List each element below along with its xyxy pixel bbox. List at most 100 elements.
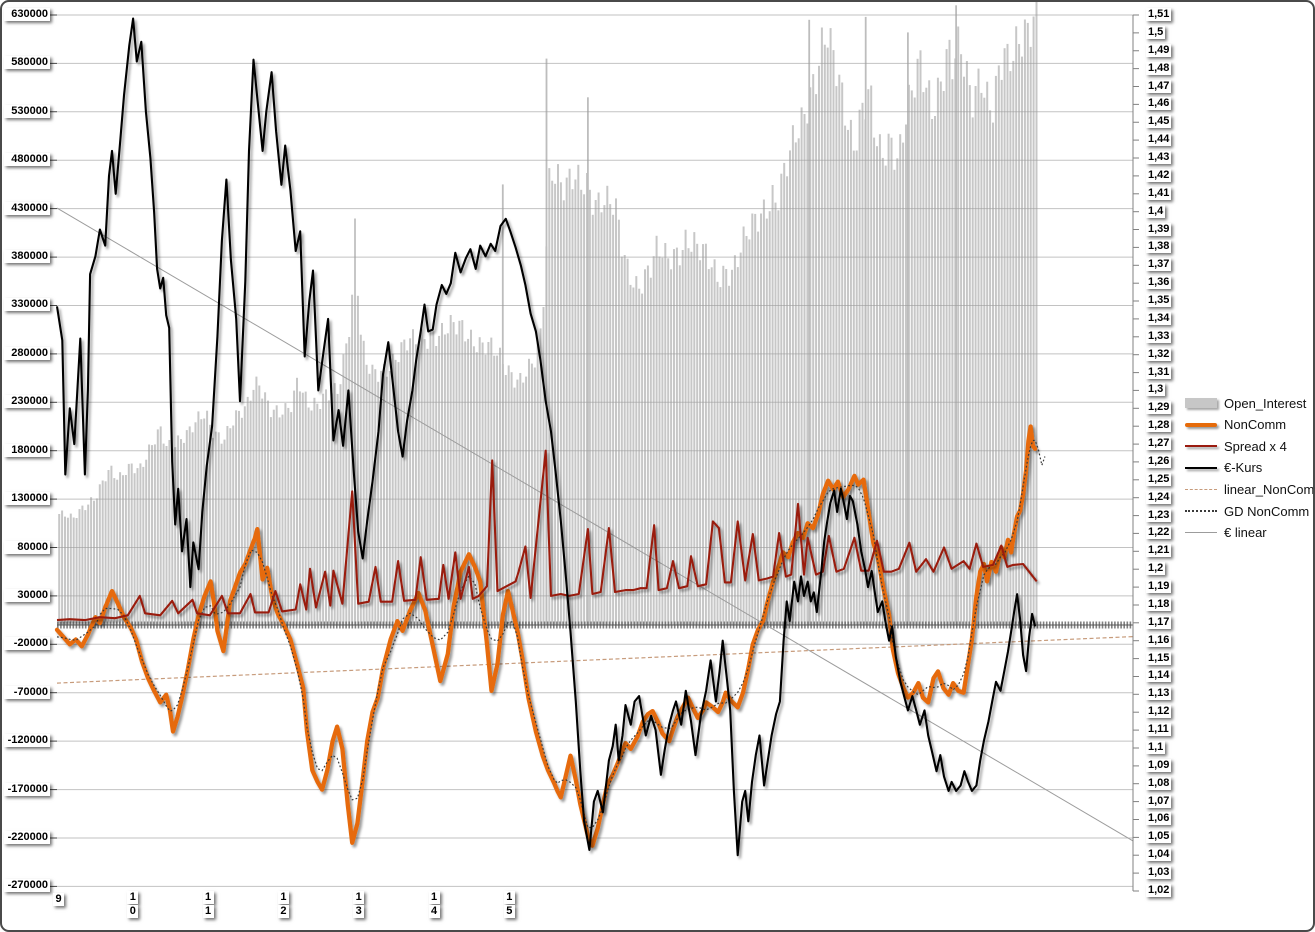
open-interest-bar — [771, 185, 774, 625]
x-axis-label: 4 — [428, 905, 440, 918]
right-axis-label: 1,48 — [1146, 61, 1172, 75]
open-interest-bar — [142, 466, 145, 625]
legend-label: NonComm — [1224, 417, 1287, 433]
open-interest-bar — [478, 337, 481, 625]
open-interest-bar — [281, 414, 284, 625]
open-interest-bar — [516, 379, 519, 625]
open-interest-bar — [64, 516, 66, 625]
right-axis-label: 1,49 — [1146, 43, 1172, 57]
open-interest-bar — [1000, 79, 1003, 625]
open-interest-bar — [327, 400, 330, 625]
open-interest-bar — [673, 249, 675, 625]
open-interest-bar — [359, 334, 362, 625]
open-interest-bar — [855, 150, 858, 625]
open-interest-bar — [188, 426, 191, 625]
open-interest-bar — [432, 330, 435, 625]
open-interest-bar — [591, 214, 594, 625]
open-interest-bar — [209, 424, 211, 625]
eur-kurs-line — [55, 17, 1037, 857]
x-axis-label: 1 — [277, 891, 289, 904]
open-interest-bar — [728, 285, 731, 625]
open-interest-bar — [971, 117, 974, 625]
right-axis-label: 1,22 — [1146, 526, 1172, 540]
open-interest-bar — [252, 389, 255, 625]
legend-swatch — [1185, 444, 1217, 448]
open-interest-bar — [974, 86, 977, 625]
open-interest-bar — [211, 437, 214, 625]
right-axis-label: 1,3 — [1146, 383, 1166, 397]
open-interest-bar — [87, 504, 90, 625]
left-axis-label: -220000 — [4, 830, 50, 844]
x-axis-label: 3 — [353, 905, 365, 918]
right-axis-label: 1,39 — [1146, 222, 1172, 236]
open-interest-bar — [597, 192, 600, 625]
open-interest-bar — [394, 359, 397, 625]
open-interest-bar — [887, 133, 890, 625]
open-interest-bar — [293, 390, 296, 625]
linear-noncomm-trendline — [56, 636, 1134, 684]
open-interest-bar — [530, 363, 533, 625]
open-interest-bar — [296, 377, 298, 625]
open-interest-bar — [383, 364, 385, 625]
x-axis-label: 2 — [277, 905, 289, 918]
open-interest-bar — [124, 475, 127, 625]
open-interest-bar — [536, 341, 539, 625]
open-interest-bar — [174, 447, 177, 625]
open-interest-bar — [330, 393, 333, 625]
open-interest-bar — [261, 398, 264, 625]
open-interest-bar — [615, 198, 617, 625]
right-axis-label: 1,09 — [1146, 758, 1172, 772]
open-interest-bar — [223, 439, 226, 625]
open-interest-bar — [388, 371, 391, 625]
open-interest-bar — [623, 255, 626, 625]
open-interest-spike-bar — [955, 5, 957, 625]
right-axis-label: 1,34 — [1146, 311, 1172, 325]
open-interest-bar — [69, 513, 72, 625]
right-axis-label: 1,29 — [1146, 401, 1172, 415]
open-interest-bar — [264, 392, 267, 625]
open-interest-bar — [641, 293, 644, 625]
open-interest-bar — [93, 500, 95, 625]
open-interest-bar — [177, 435, 180, 625]
open-interest-bar — [910, 90, 913, 625]
open-interest-bar — [322, 393, 325, 625]
open-interest-bar — [626, 258, 629, 625]
open-interest-bar — [725, 269, 728, 625]
open-interest-bar — [664, 243, 667, 625]
legend-item-linear-noncomm: linear_NonComm — [1185, 479, 1313, 499]
left-axis-label: -270000 — [4, 879, 50, 893]
legend-label: €-Kurs — [1224, 460, 1263, 476]
open-interest-bar — [238, 410, 240, 625]
open-interest-bar — [554, 183, 557, 626]
open-interest-bar — [507, 365, 510, 625]
open-interest-bar — [562, 200, 565, 625]
right-axis-label: 1,43 — [1146, 151, 1172, 165]
right-axis-label: 1,19 — [1146, 580, 1172, 594]
open-interest-bar — [1012, 60, 1015, 625]
open-interest-bar — [797, 138, 800, 626]
open-interest-bar — [754, 213, 757, 625]
open-interest-bar — [849, 119, 852, 625]
open-interest-bar — [702, 244, 704, 625]
open-interest-bar — [989, 110, 992, 625]
open-interest-bar — [603, 205, 606, 625]
open-interest-bar — [435, 346, 438, 625]
open-interest-bar — [565, 177, 568, 625]
right-axis-label: 1,45 — [1146, 115, 1172, 129]
open-interest-bar — [232, 425, 235, 625]
open-interest-bar — [699, 260, 702, 625]
open-interest-bar — [61, 510, 64, 625]
open-interest-bar — [963, 76, 965, 625]
right-axis-label: 1,46 — [1146, 97, 1172, 111]
open-interest-bar — [867, 89, 870, 625]
left-axis-label: 480000 — [4, 153, 50, 167]
open-interest-bar — [760, 213, 762, 625]
open-interest-bar — [997, 65, 1000, 625]
open-interest-bar — [1006, 43, 1009, 625]
open-interest-bar — [948, 39, 951, 626]
x-axis-label: 1 — [202, 905, 214, 918]
open-interest-bar — [504, 375, 507, 625]
open-interest-bar — [713, 259, 716, 625]
open-interest-bar — [278, 417, 281, 625]
